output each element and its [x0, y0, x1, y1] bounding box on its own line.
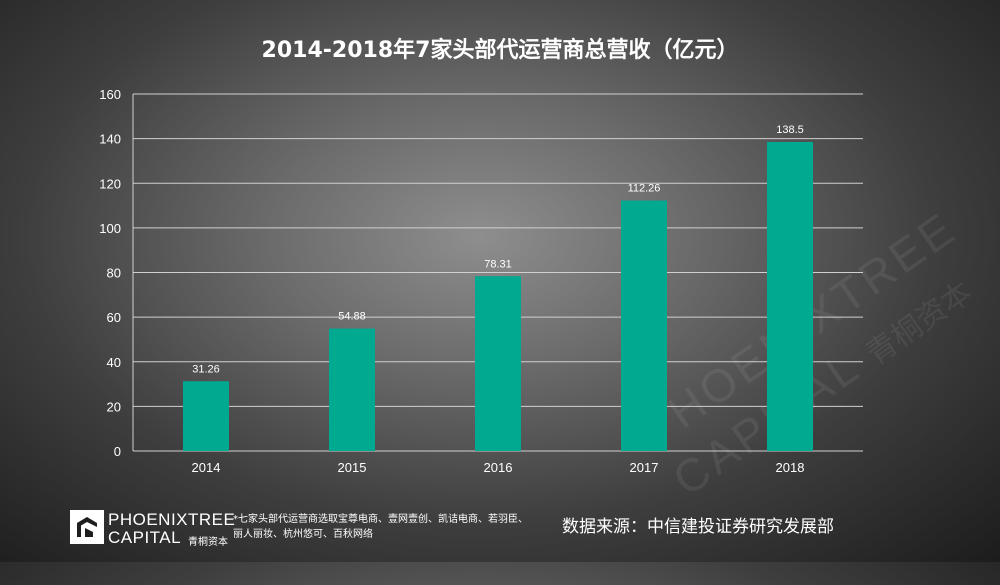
data-label: 78.31: [484, 258, 512, 270]
bar: [183, 381, 229, 451]
y-tick-label: 100: [99, 221, 121, 236]
bars: [183, 141, 813, 452]
logo-text-line1: PHOENIXTREE: [108, 510, 236, 529]
bar: [767, 141, 813, 452]
y-tick-label: 20: [107, 399, 121, 414]
x-axis-ticks: 2014 2015 2016 2017 2018: [192, 460, 805, 475]
y-tick-label: 0: [114, 444, 121, 459]
y-tick-label: 60: [107, 310, 121, 325]
data-label: 31.26: [192, 363, 220, 375]
data-label: 138.5: [776, 124, 804, 136]
bar: [621, 200, 667, 451]
x-tick-label: 2017: [630, 460, 659, 475]
x-tick-label: 2018: [776, 460, 805, 475]
footnote: *七家头部代运营商选取宝尊电商、壹网壹创、凯诘电商、若羽臣、丽人丽妆、杭州悠可、…: [233, 514, 528, 540]
bar: [475, 276, 521, 451]
y-tick-label: 40: [107, 355, 121, 370]
x-tick-label: 2014: [192, 460, 221, 475]
x-tick-label: 2015: [338, 460, 367, 475]
bar-chart: 0 20 40 60 80 100 120 140 160 31.26 54.88 78.31 112…: [99, 87, 863, 475]
y-tick-label: 120: [99, 176, 121, 191]
y-tick-label: 160: [99, 87, 121, 102]
bar: [329, 328, 375, 451]
y-axis-ticks: 0 20 40 60 80 100 120 140 160: [99, 87, 121, 459]
logo-mark-icon: [70, 510, 104, 544]
logo-text-line2: CAPITAL: [108, 528, 182, 547]
data-source: 数据来源：中信建投证券研究发展部: [562, 517, 834, 537]
logo-text-cn: 青桐资本: [188, 537, 228, 548]
chart-title: 2014-2018年7家头部代运营商总营收（亿元）: [261, 38, 739, 63]
y-tick-label: 80: [107, 266, 121, 281]
x-tick-label: 2016: [484, 460, 513, 475]
y-tick-label: 140: [99, 132, 121, 147]
data-label: 112.26: [628, 183, 661, 195]
data-labels: 31.26 54.88 78.31 112.26 138.5: [192, 124, 804, 375]
data-label: 54.88: [338, 311, 366, 323]
